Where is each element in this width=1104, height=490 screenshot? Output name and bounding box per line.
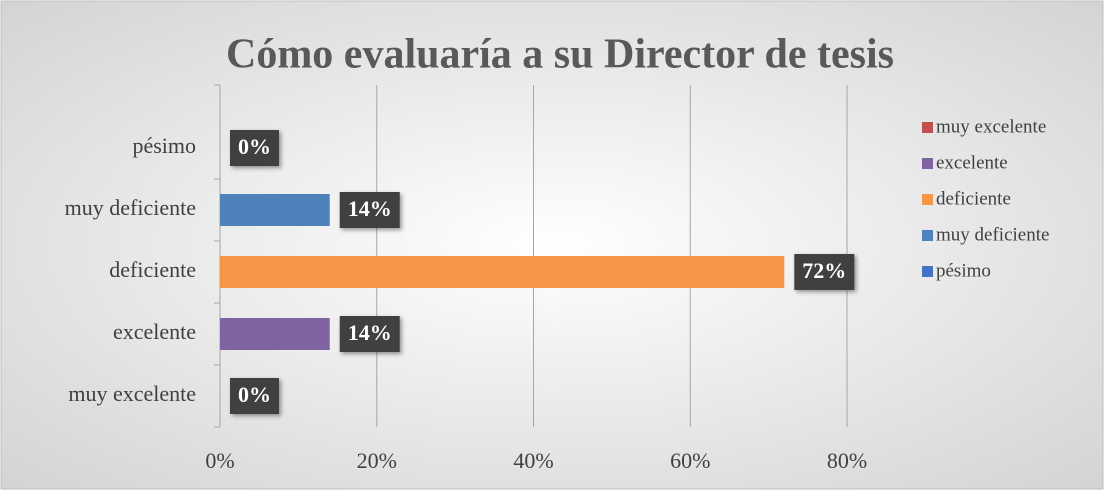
- legend-swatch: [922, 158, 933, 169]
- y-tick-label: pésimo: [132, 133, 196, 158]
- legend-swatch: [922, 230, 933, 241]
- bar: [220, 256, 785, 288]
- data-label-box: [339, 192, 400, 228]
- y-tick-label: deficiente: [109, 257, 196, 282]
- bar: [220, 318, 330, 350]
- y-tick-label: excelente: [113, 319, 196, 344]
- legend-label: muy deficiente: [936, 224, 1049, 245]
- x-tick-label: 40%: [513, 448, 553, 473]
- x-tick-label: 80%: [827, 448, 867, 473]
- legend-label: pésimo: [936, 260, 991, 281]
- data-label-box: [339, 316, 400, 352]
- y-tick-label: muy deficiente: [65, 195, 196, 220]
- legend-label: muy excelente: [936, 116, 1046, 137]
- x-tick-label: 20%: [357, 448, 397, 473]
- data-label: 0%: [238, 134, 271, 159]
- data-label-box: [230, 130, 279, 166]
- legend-swatch: [922, 122, 933, 133]
- y-tick-label: muy excelente: [68, 381, 196, 406]
- data-label: 0%: [238, 382, 271, 407]
- data-label-box: [794, 254, 855, 290]
- chart-title: Cómo evaluaría a su Director de tesis: [226, 32, 894, 78]
- x-tick-label: 60%: [670, 448, 710, 473]
- data-label-box: [230, 378, 279, 414]
- data-label: 72%: [802, 258, 846, 283]
- data-label: 14%: [348, 196, 392, 221]
- bar: [220, 194, 330, 226]
- legend-swatch: [922, 266, 933, 277]
- data-label: 14%: [348, 320, 392, 345]
- legend-swatch: [922, 194, 933, 205]
- legend-label: deficiente: [936, 188, 1011, 209]
- legend-label: excelente: [936, 152, 1008, 173]
- x-tick-label: 0%: [205, 448, 234, 473]
